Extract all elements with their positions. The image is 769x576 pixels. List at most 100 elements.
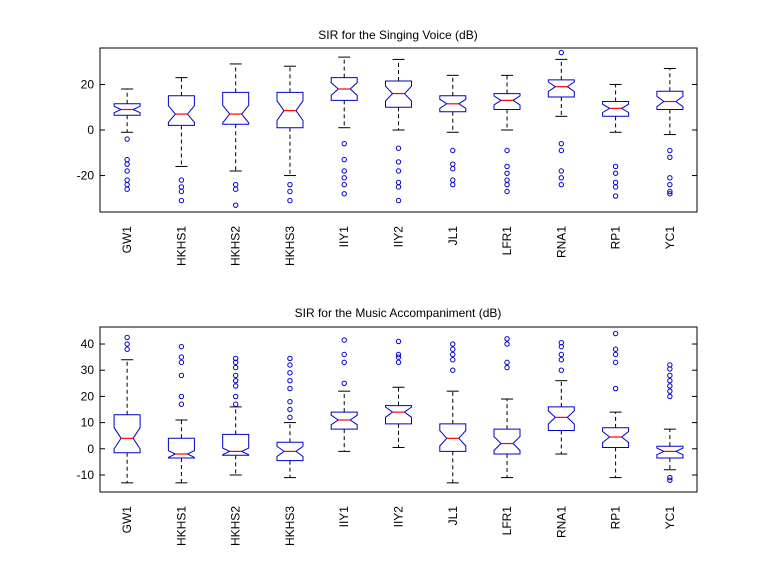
outlier-point xyxy=(612,330,619,337)
outlier-point xyxy=(124,136,130,142)
outlier-point xyxy=(395,351,402,358)
y-tick-label: 30 xyxy=(81,363,95,377)
outlier-point xyxy=(395,145,402,151)
notched-box xyxy=(602,427,630,448)
plot-frame xyxy=(99,326,698,493)
notched-box xyxy=(167,437,195,459)
outlier-point xyxy=(612,351,619,358)
y-tick-label: 0 xyxy=(87,442,94,456)
outlier-point xyxy=(504,181,510,188)
outlier-point xyxy=(504,188,510,195)
outlier-point xyxy=(612,346,619,352)
outlier-point xyxy=(667,154,673,161)
notched-box xyxy=(113,414,141,454)
notched-box xyxy=(276,91,304,129)
outlier-point xyxy=(232,186,239,192)
outlier-point xyxy=(667,188,673,195)
notched-box xyxy=(493,428,521,455)
outlier-point xyxy=(504,341,510,347)
x-category-label: RP1 xyxy=(609,506,623,530)
outlier-point xyxy=(124,334,130,341)
notched-box xyxy=(602,101,630,117)
outlier-point xyxy=(124,186,130,192)
outlier-point xyxy=(287,398,293,405)
outlier-point xyxy=(287,197,293,204)
y-tick-label: 40 xyxy=(81,337,95,351)
outlier-point xyxy=(450,351,456,358)
outlier-point xyxy=(667,191,673,197)
outlier-point xyxy=(395,359,402,366)
outlier-point xyxy=(612,359,619,366)
outlier-point xyxy=(450,357,456,363)
outlier-point xyxy=(395,197,402,204)
outlier-point xyxy=(612,163,619,170)
outlier-point xyxy=(667,477,673,483)
outlier-point xyxy=(287,385,293,392)
x-category-label: YC1 xyxy=(663,506,677,530)
outlier-point xyxy=(612,170,619,176)
outlier-point xyxy=(178,372,185,379)
outlier-point xyxy=(450,346,456,352)
singing-voice-panel: SIR for the Singing Voice (dB) -20 0 20 GW… xyxy=(77,28,698,266)
outlier-point xyxy=(667,147,673,154)
music-accompaniment-panel: SIR for the Music Accompaniment (dB) -10… xyxy=(77,306,698,546)
x-category-label: JL1 xyxy=(446,506,460,526)
outlier-point xyxy=(667,362,673,368)
outlier-point xyxy=(504,364,510,371)
outlier-point xyxy=(558,357,565,363)
outlier-point xyxy=(612,193,619,199)
x-category-label: RP1 xyxy=(609,226,623,250)
outlier-point xyxy=(341,175,347,181)
outlier-point xyxy=(504,170,510,176)
outlier-point xyxy=(287,362,293,368)
outlier-point xyxy=(395,159,402,165)
x-category-label: HKHS3 xyxy=(283,226,297,266)
outlier-point xyxy=(558,181,565,188)
outlier-point xyxy=(667,393,673,400)
outlier-point xyxy=(341,351,347,358)
x-category-label: HKHS2 xyxy=(229,226,243,266)
outlier-point xyxy=(341,156,347,163)
x-category-label: LFR1 xyxy=(500,226,514,256)
outlier-point xyxy=(667,372,673,379)
outlier-point xyxy=(558,351,565,358)
outlier-point xyxy=(178,177,185,183)
x-axis-labels: GW1 HKHS1 HKHS2 HKHS3 IIY1 IIY2 JL1 LFR1 RNA1 RP1… xyxy=(120,506,677,546)
outlier-point xyxy=(287,355,293,362)
x-category-label: IIY1 xyxy=(337,226,351,248)
notched-box xyxy=(385,405,412,425)
outlier-point xyxy=(667,383,673,389)
outlier-point xyxy=(178,354,185,360)
outlier-point xyxy=(341,191,347,197)
outlier-point xyxy=(232,377,239,384)
outlier-point xyxy=(341,181,347,188)
outlier-point xyxy=(178,197,185,204)
outlier-point xyxy=(395,354,402,360)
outlier-point xyxy=(667,175,673,181)
x-category-label: RNA1 xyxy=(554,506,568,538)
x-category-label: GW1 xyxy=(120,506,134,534)
notched-box xyxy=(547,79,575,98)
outlier-point xyxy=(232,383,239,389)
outlier-point xyxy=(395,338,402,345)
outlier-point xyxy=(450,181,456,188)
notched-box xyxy=(330,77,358,101)
outlier-point xyxy=(450,147,456,154)
outlier-point xyxy=(504,163,510,170)
notched-box xyxy=(493,93,521,110)
outlier-point xyxy=(232,202,239,208)
notched-box xyxy=(656,90,684,110)
notched-box xyxy=(113,103,141,116)
outlier-point xyxy=(124,161,130,167)
outlier-point xyxy=(395,184,402,190)
x-category-label: HKHS1 xyxy=(174,506,188,546)
y-tick-label: 20 xyxy=(81,389,95,403)
outlier-point xyxy=(178,359,185,366)
outlier-point xyxy=(178,188,185,195)
notched-box xyxy=(439,95,467,113)
notched-box xyxy=(439,423,467,452)
notched-box xyxy=(276,441,304,462)
y-tick-label: -20 xyxy=(77,169,95,183)
outlier-point xyxy=(667,181,673,188)
